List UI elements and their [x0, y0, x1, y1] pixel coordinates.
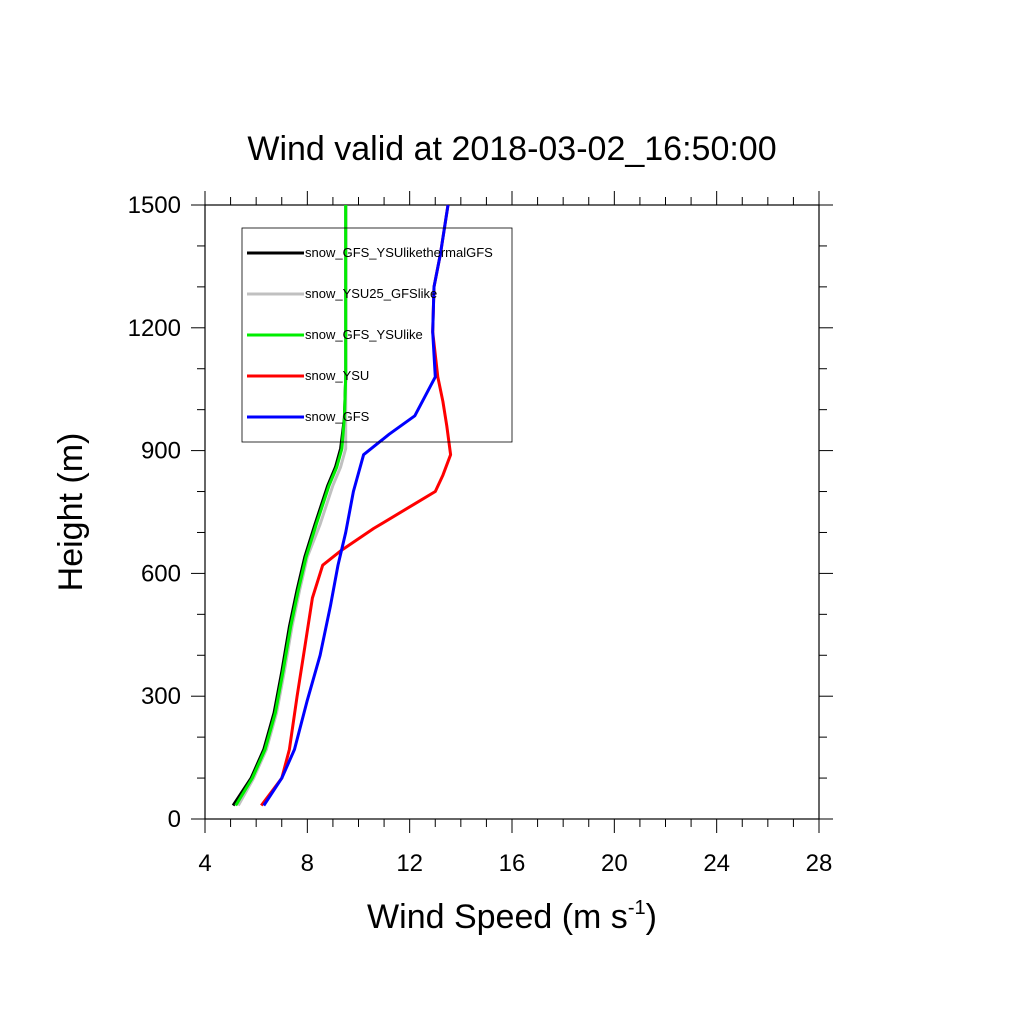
- y-tick-labels: 0 300 600 900 1200 1500: [128, 192, 181, 833]
- series-lines: [231, 204, 453, 807]
- legend: snow_GFS_YSUlikethermalGFS snow_YSU25_GFS…: [241, 227, 513, 443]
- y-tick-label: 600: [141, 560, 181, 587]
- legend-label: snow_YSU25_GFSlike: [305, 286, 437, 301]
- y-tick-label: 900: [141, 438, 181, 465]
- x-tick-label: 12: [396, 850, 423, 877]
- legend-label: snow_GFS: [305, 409, 370, 424]
- y-tick-label: 0: [168, 806, 181, 833]
- y-axis-title: Height (m): [52, 433, 90, 592]
- x-tick-label: 28: [806, 850, 833, 877]
- legend-label: snow_YSU: [305, 368, 369, 383]
- legend-box: [241, 227, 513, 443]
- x-tick-label: 4: [198, 850, 211, 877]
- series-line-snow_GFS_YSUlike: [234, 205, 348, 807]
- axis-ticks: [191, 191, 833, 833]
- x-tick-labels: 4 8 12 16 20 24 28: [198, 850, 832, 877]
- x-tick-label: 24: [703, 850, 730, 877]
- y-tick-label: 1200: [128, 315, 181, 342]
- legend-entries: snow_GFS_YSUlikethermalGFS snow_YSU25_GFS…: [247, 245, 493, 424]
- legend-label: snow_GFS_YSUlikethermalGFS: [305, 245, 493, 260]
- x-axis-title-main: Wind Speed (m s: [367, 898, 628, 936]
- y-tick-label: 300: [141, 683, 181, 710]
- chart-title: Wind valid at 2018-03-02_16:50:00: [247, 130, 776, 168]
- legend-label: snow_GFS_YSUlike: [305, 327, 423, 342]
- x-axis-title: Wind Speed (m s-1): [367, 897, 657, 936]
- x-tick-label: 8: [301, 850, 314, 877]
- x-axis-title-superscript: -1: [628, 897, 646, 919]
- x-tick-label: 20: [601, 850, 628, 877]
- x-tick-label: 16: [499, 850, 526, 877]
- x-axis-title-end: ): [646, 898, 657, 936]
- y-tick-label: 1500: [128, 192, 181, 219]
- series-line-snow_GFS: [262, 204, 450, 807]
